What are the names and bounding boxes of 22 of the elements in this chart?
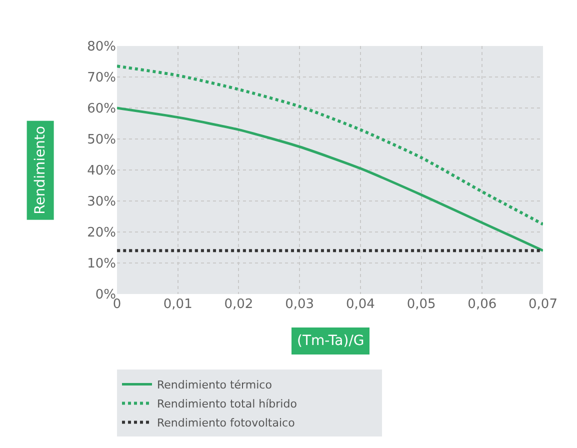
x-tick-label: 0,02 xyxy=(224,297,254,312)
x-tick-label: 0,05 xyxy=(406,297,436,312)
legend-label: Rendimiento fotovoltaico xyxy=(157,416,296,430)
y-axis-title: Rendimiento xyxy=(32,126,48,214)
x-tick-label: 0,04 xyxy=(346,297,375,312)
y-tick-label: 10% xyxy=(87,256,116,272)
x-tick-label: 0,03 xyxy=(285,297,314,312)
y-tick-label: 80% xyxy=(87,40,116,55)
y-tick-label: 70% xyxy=(87,70,116,86)
line-series xyxy=(117,64,543,226)
legend-label: Rendimiento total híbrido xyxy=(157,397,298,410)
y-tick-label: 30% xyxy=(87,194,116,210)
line-series xyxy=(117,106,543,252)
x-axis-title: (Tm-Ta)/G xyxy=(297,333,364,349)
x-tick-label: 0,01 xyxy=(163,297,192,312)
legend-label: Rendimiento térmico xyxy=(157,378,272,392)
y-tick-label: 20% xyxy=(87,226,116,241)
x-tick-label: 0,07 xyxy=(528,297,558,312)
y-tick-label: 50% xyxy=(87,132,116,148)
y-tick-label: 60% xyxy=(87,102,116,117)
x-tick-label: 0,06 xyxy=(468,297,497,312)
y-tick-label: 40% xyxy=(87,164,116,179)
